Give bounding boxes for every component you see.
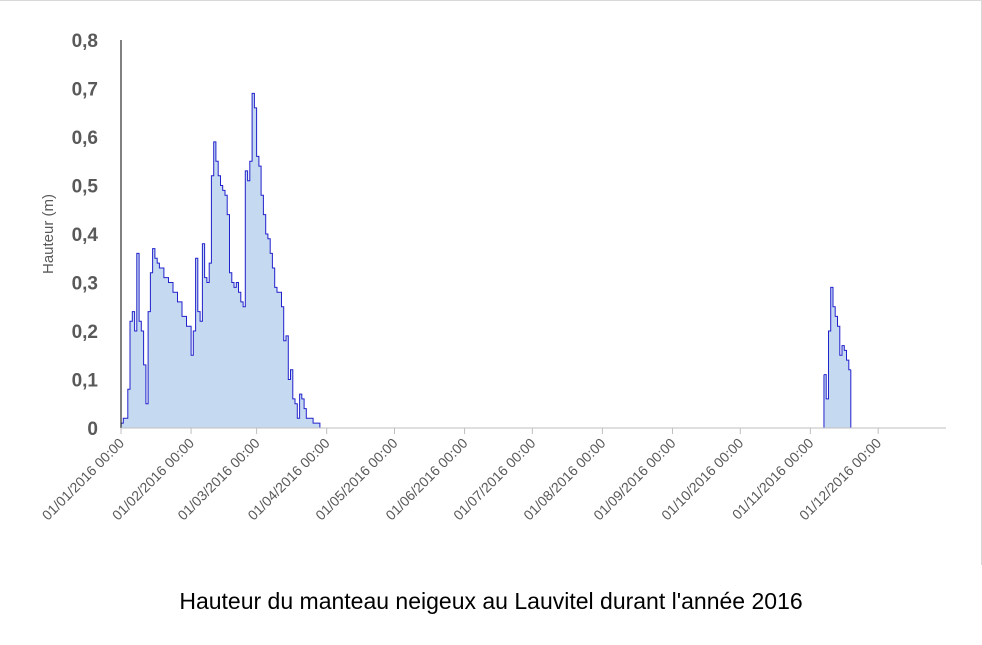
y-axis-title: Hauteur (m) [40, 194, 57, 274]
series-line [121, 92, 327, 429]
series-line [823, 286, 851, 400]
y-tick-label: 0,8 [72, 31, 98, 52]
axes-layer [120, 40, 946, 429]
y-tick-label: 0,4 [72, 225, 99, 246]
y-tick-label: 0,6 [72, 128, 98, 149]
y-tick-labels: 0 0,1 0,2 0,3 0,4 0,5 0,6 0,7 0,8 [72, 31, 99, 440]
y-tick-label: 0,7 [72, 80, 98, 101]
area-layer [120, 92, 852, 429]
y-tick-label: 0,3 [72, 274, 98, 295]
series-area-fill [823, 287, 851, 428]
snow-height-chart: 0 0,1 0,2 0,3 0,4 0,5 0,6 0,7 0,8 01/01/2016 00:… [39, 31, 946, 523]
y-tick-label: 0,5 [72, 177, 99, 198]
y-tick-label: 0,2 [72, 322, 98, 343]
y-tick-label: 0,1 [72, 371, 99, 392]
series-area-fill [121, 93, 327, 429]
chart-caption: Hauteur du manteau neigeux au Lauvitel d… [179, 588, 803, 614]
y-tick-label: 0 [87, 419, 98, 440]
